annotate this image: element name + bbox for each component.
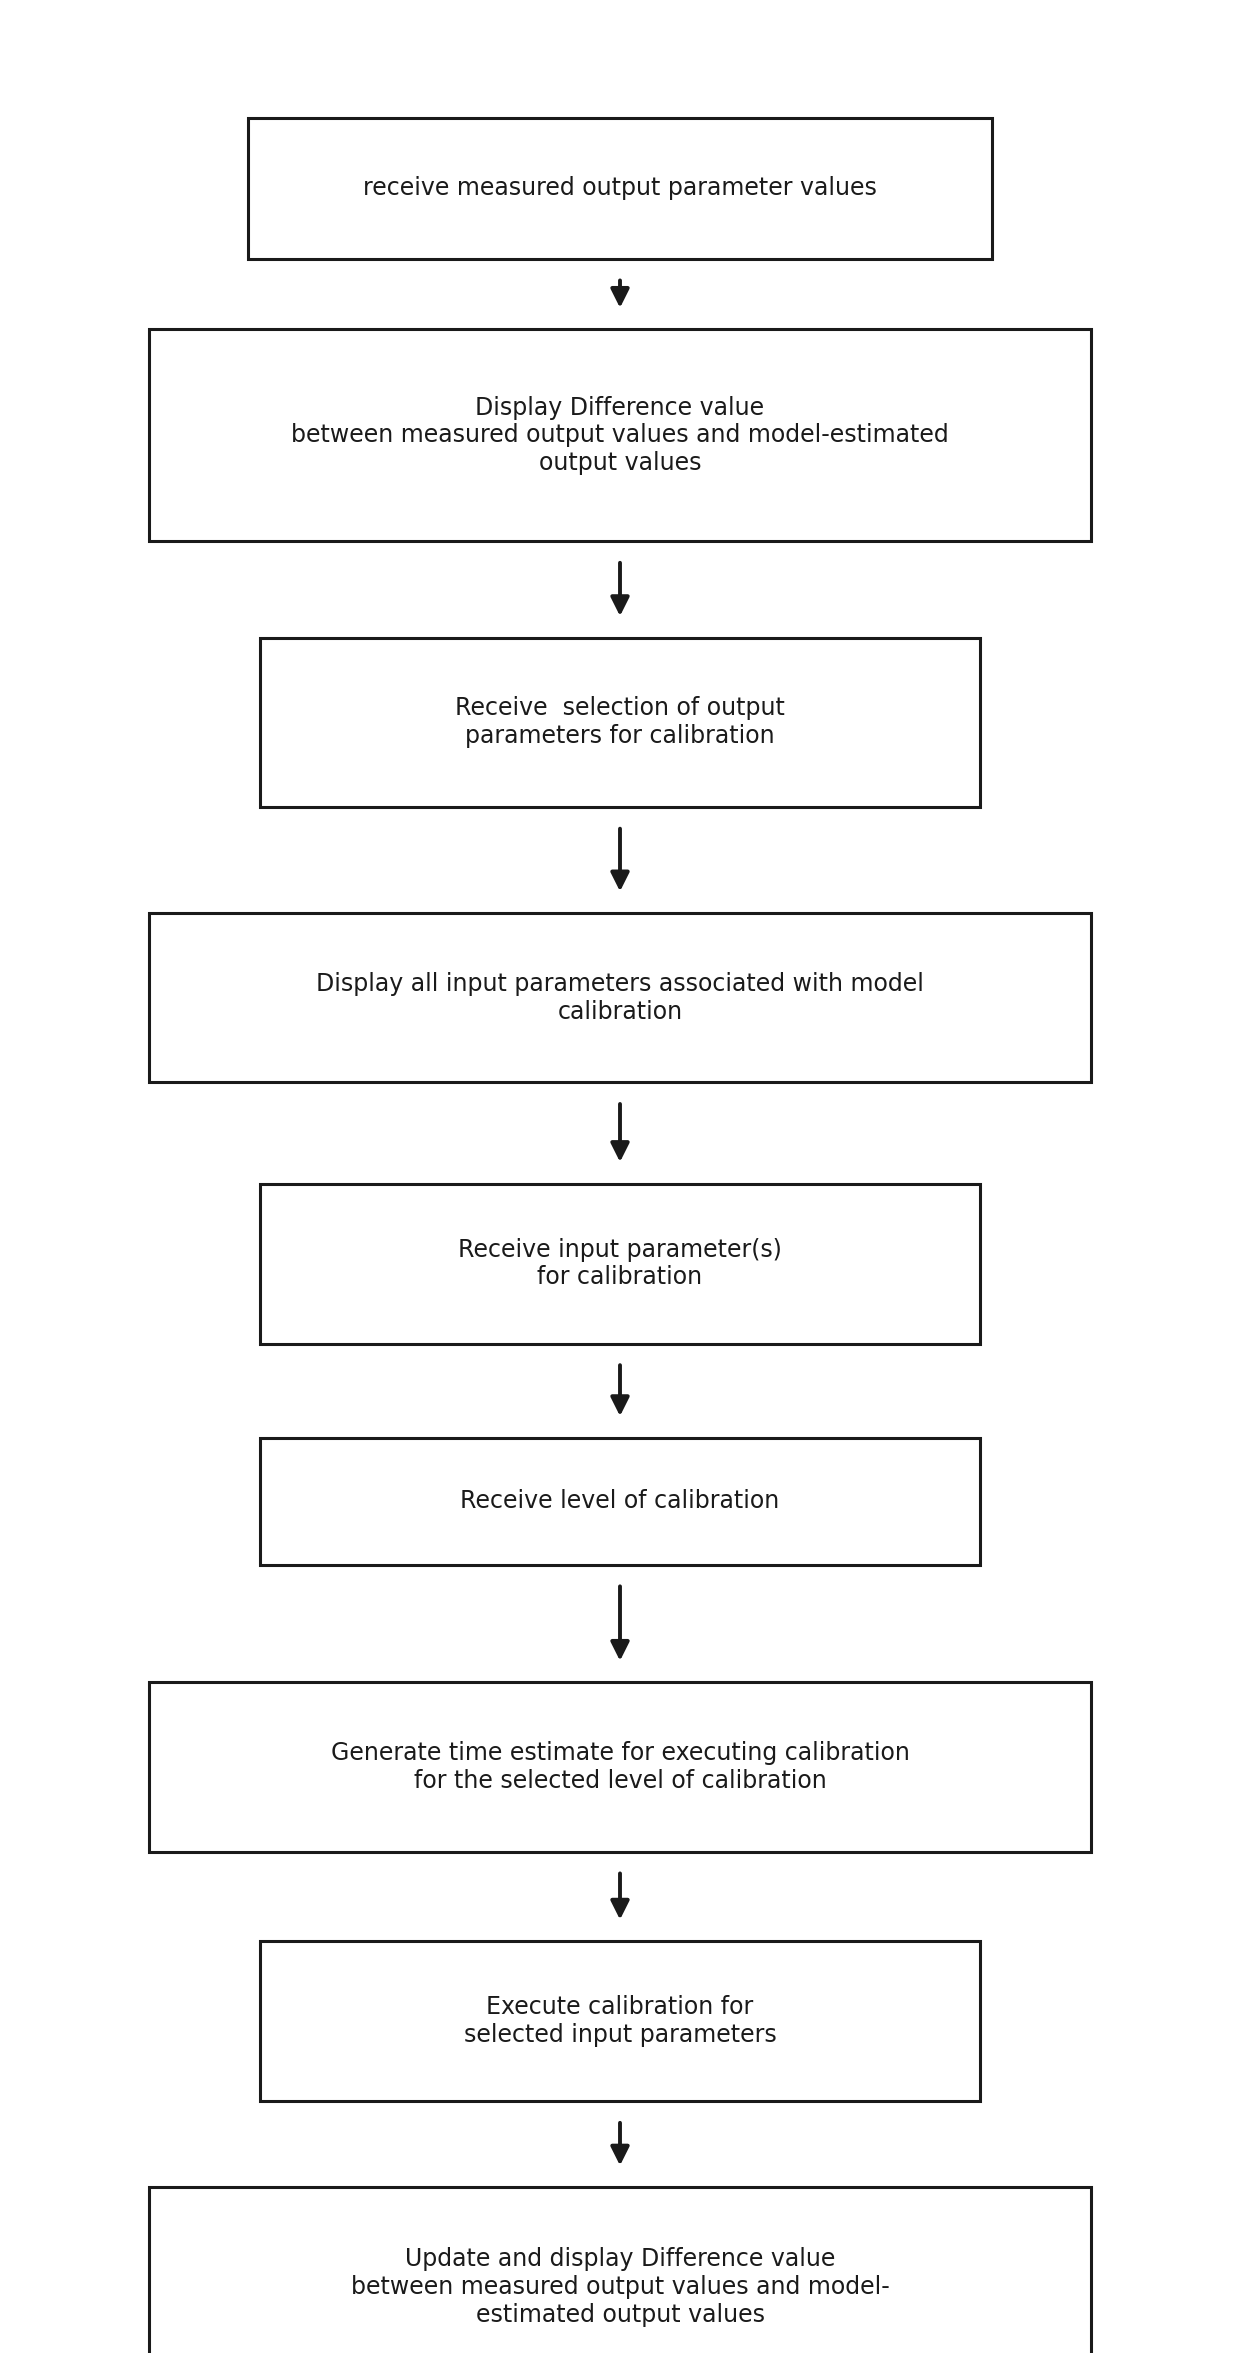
Bar <box>260 1184 980 1344</box>
Bar <box>260 1438 980 1565</box>
Bar <box>149 1682 1091 1852</box>
Bar <box>149 913 1091 1082</box>
Bar <box>149 329 1091 541</box>
Text: receive measured output parameter values: receive measured output parameter values <box>363 176 877 200</box>
Text: Update and display Difference value
between measured output values and model-
es: Update and display Difference value betw… <box>351 2247 889 2327</box>
Text: Receive input parameter(s)
for calibration: Receive input parameter(s) for calibrati… <box>458 1238 782 1289</box>
Bar <box>149 2188 1091 2353</box>
Bar <box>260 1941 980 2101</box>
Text: Display Difference value
between measured output values and model-estimated
outp: Display Difference value between measure… <box>291 395 949 475</box>
Text: Generate time estimate for executing calibration
for the selected level of calib: Generate time estimate for executing cal… <box>331 1741 909 1793</box>
Text: Execute calibration for
selected input parameters: Execute calibration for selected input p… <box>464 1995 776 2047</box>
Bar <box>248 118 992 259</box>
Text: Receive  selection of output
parameters for calibration: Receive selection of output parameters f… <box>455 696 785 748</box>
Text: Display all input parameters associated with model
calibration: Display all input parameters associated … <box>316 972 924 1024</box>
Bar <box>260 638 980 807</box>
Text: Receive level of calibration: Receive level of calibration <box>460 1489 780 1513</box>
